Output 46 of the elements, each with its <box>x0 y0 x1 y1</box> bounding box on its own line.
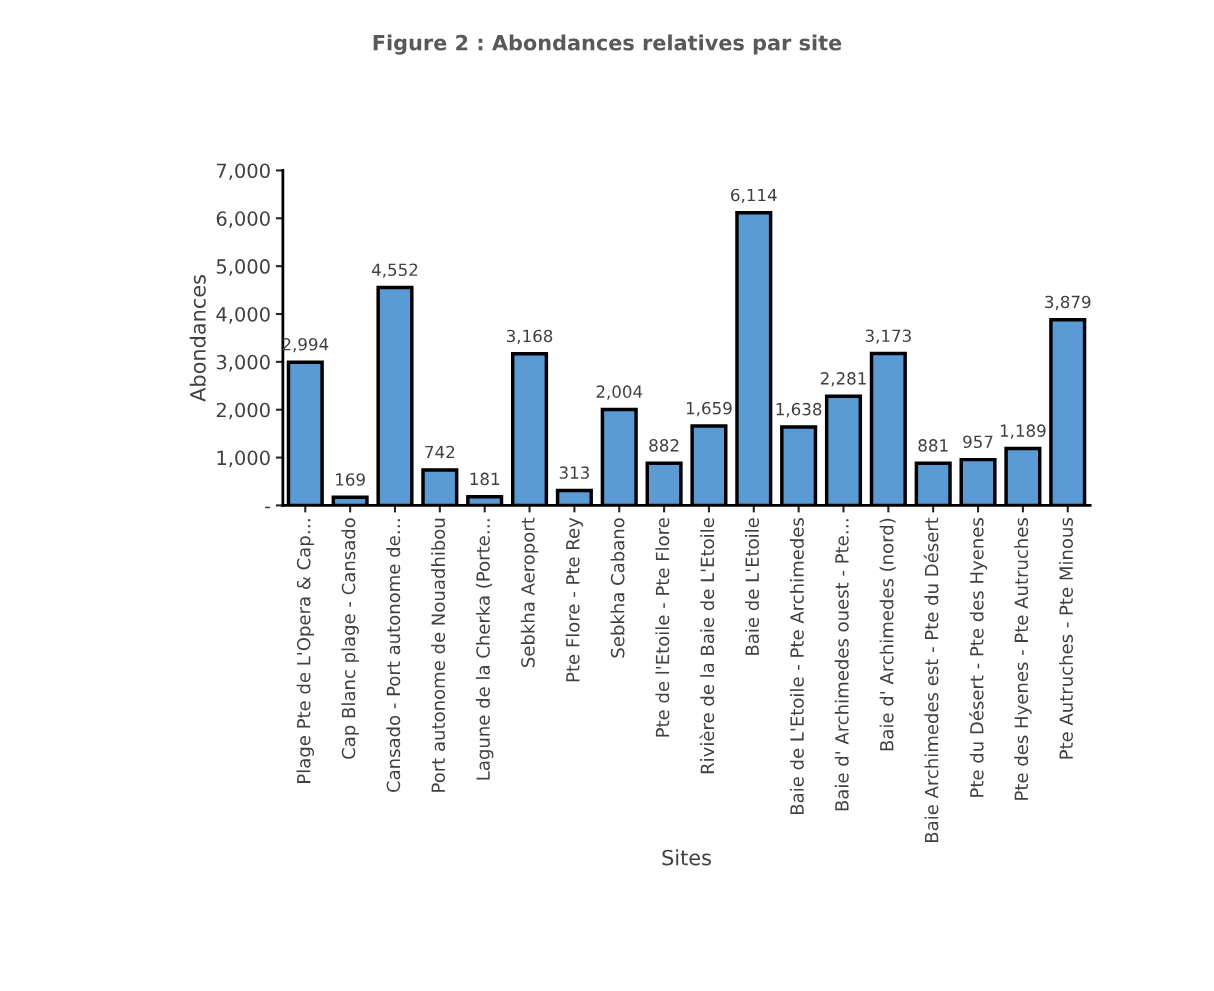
data-label: 1,659 <box>686 401 732 417</box>
y-tick-label: 2,000 <box>216 402 270 420</box>
y-tick-label: 1,000 <box>217 450 270 468</box>
x-axis-title: Sites <box>662 849 711 866</box>
y-tick-label: 3,000 <box>216 354 270 372</box>
data-label: 169 <box>336 473 365 486</box>
x-tick-label: Baie d' Archimedes (nord) <box>879 518 896 751</box>
data-label: 6,114 <box>731 188 777 203</box>
data-label: 742 <box>425 445 455 459</box>
x-tick-label: Baie Archimedes est - Pte du Désert <box>923 517 939 842</box>
data-label: 1,638 <box>776 402 822 418</box>
y-tick-label: 4,000 <box>216 306 270 324</box>
x-tick-label: Pte des Hyenes - Pte Autruches <box>1014 518 1032 800</box>
data-label: 3,173 <box>865 329 911 344</box>
y-tick-label: 6,000 <box>216 211 270 228</box>
data-label: 2,281 <box>820 372 866 387</box>
x-tick-label: Pte de l'Etoile - Pte Flore <box>655 518 670 737</box>
data-label: 882 <box>649 439 679 452</box>
data-label: 181 <box>470 472 500 486</box>
x-tick-label: Rivière de la Baie de L'Etoile <box>699 518 715 774</box>
x-tick-label: Baie de L'Etoile <box>745 518 760 655</box>
data-label: 2,004 <box>596 385 643 400</box>
x-tick-label: Baie de L'Etoile - Pte Archimedes <box>789 518 804 814</box>
y-tick-label: 5,000 <box>216 259 270 276</box>
data-label: 881 <box>918 439 948 452</box>
chart-title: Figure 2 : Abondances relatives par site <box>373 34 842 55</box>
y-tick-label: - <box>264 506 271 509</box>
x-tick-label: Plage Pte de L'Opera & Cap… <box>296 519 315 783</box>
data-label: 3,879 <box>1045 295 1091 310</box>
x-tick-label: Sebkha Aeroport <box>520 517 539 667</box>
data-label: 3,168 <box>506 329 553 344</box>
x-tick-label: Cansado - Port autonome de… <box>386 519 401 792</box>
x-tick-label: Pte Flore - Pte Rey <box>565 517 584 682</box>
data-label: 1,189 <box>1000 424 1046 439</box>
data-label: 4,552 <box>371 263 418 278</box>
y-axis-title: Abondances <box>189 275 206 402</box>
data-label: 957 <box>963 435 993 449</box>
x-tick-label: Sebkha Cabano <box>610 518 625 658</box>
x-tick-label: Pte Autruches - Pte Minous <box>1059 518 1073 759</box>
x-tick-label: Cap Blanc plage - Cansado <box>341 518 359 759</box>
x-tick-label: Lagune de la Cherka (Porte… <box>475 519 494 780</box>
data-label: 313 <box>559 466 589 479</box>
x-tick-label: Baie d' Archimedes ouest - Pte… <box>834 519 849 811</box>
x-tick-label: Pte du Désert - Pte des Hyenes <box>968 518 988 797</box>
x-tick-label: Port autonome de Nouadhibou <box>431 518 446 792</box>
y-tick-label: 7,000 <box>216 163 270 181</box>
